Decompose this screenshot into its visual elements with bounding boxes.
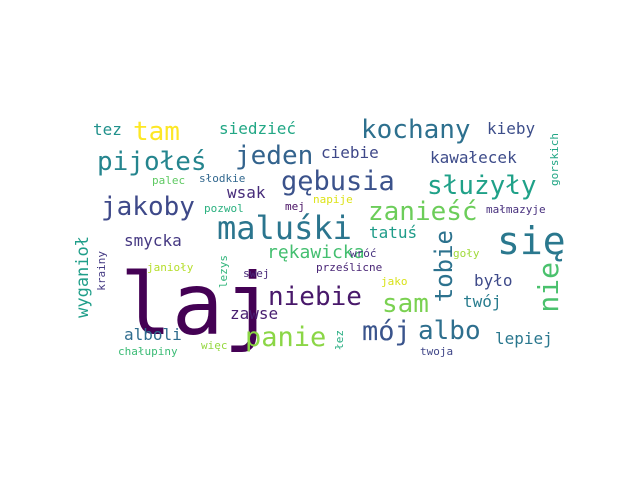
word-nie: nie <box>532 262 565 313</box>
word-tam: tam <box>133 117 180 147</box>
word-krainy: krainy <box>95 251 108 291</box>
word-alboli: alboli <box>124 325 182 344</box>
word-slodkie: słodkie <box>199 172 246 185</box>
word-smycka: smycka <box>124 231 182 250</box>
word-kawalecek: kawałecek <box>430 148 517 167</box>
word-zawse: zawse <box>230 304 279 323</box>
word-sam: sam <box>382 289 429 319</box>
word-lezys: lezys <box>217 255 230 289</box>
word-ciebie: ciebie <box>321 143 379 162</box>
word-jakoby: jakoby <box>101 192 195 222</box>
word-panie: panie <box>245 322 327 353</box>
word-albo: albo <box>418 316 481 346</box>
word-sluzyly: służyły <box>427 171 537 201</box>
word-mej: mej <box>285 200 305 213</box>
word-zaniesc: zanieść <box>368 197 478 227</box>
word-wyganiol: wyganioł <box>73 236 93 318</box>
word-tez: tez <box>93 120 122 139</box>
word-sie: się <box>497 219 566 263</box>
word-jako: jako <box>381 275 408 288</box>
word-wiec: więc <box>201 339 228 352</box>
word-siedziec: siedzieć <box>219 119 297 138</box>
word-goly: goły <box>453 247 480 260</box>
word-lepiej: lepiej <box>495 329 553 348</box>
word-kochany: kochany <box>361 115 471 145</box>
word-maluski: maluśki <box>217 209 352 247</box>
word-tatus: tatuś <box>369 223 418 242</box>
word-kieby: kieby <box>487 119 536 138</box>
word-pozwol: pozwol <box>204 202 244 215</box>
word-twoja: twoja <box>420 345 454 358</box>
word-moj: mój <box>362 316 411 347</box>
word-tobie: tobie <box>430 230 458 303</box>
word-laj: laj <box>120 255 276 355</box>
word-rekawicka: rękawicka <box>267 242 365 263</box>
word-janioly: janioły <box>147 261 194 274</box>
word-palec: palec <box>152 174 186 187</box>
word-pijoles: pijołeś <box>97 147 207 177</box>
word-wsak: wsak <box>227 183 266 202</box>
word-gorskich: gorskich <box>548 133 561 186</box>
word-twoj: twój <box>463 292 502 311</box>
word-swej: swej <box>243 267 270 280</box>
word-gebusia: gębusia <box>281 166 395 197</box>
word-jeden: jeden <box>235 141 314 171</box>
word-niebie: niebie <box>268 282 362 312</box>
word-chalupiny: chałupiny <box>118 345 178 358</box>
word-malmazyje: małmazyje <box>486 203 546 216</box>
word-przeslicne: prześlicne <box>316 261 383 274</box>
word-napije: napije <box>313 193 353 206</box>
word-lez: łez <box>333 330 346 350</box>
word-bylo: było <box>474 271 513 290</box>
word-wroc: wróć <box>350 247 377 260</box>
